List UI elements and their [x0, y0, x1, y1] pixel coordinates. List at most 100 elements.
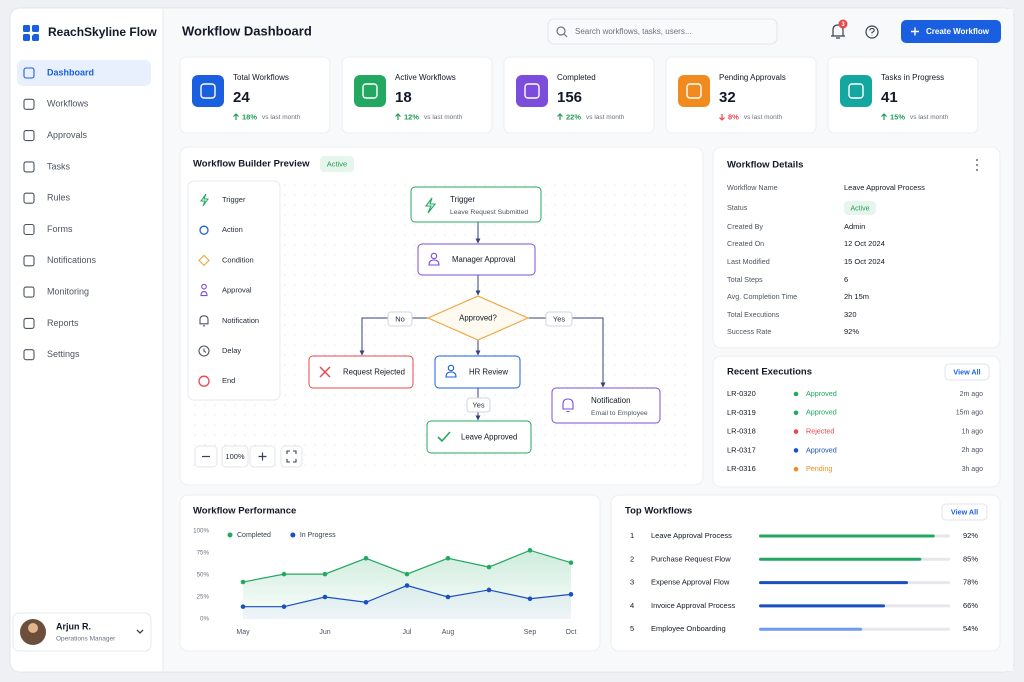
execution-time: 15m ago — [956, 410, 983, 417]
node-label: HR Review — [469, 368, 508, 377]
execution-status: Approved — [806, 389, 837, 398]
y-tick-label: 25% — [197, 594, 210, 601]
workflow-name: Invoice Approval Process — [651, 601, 735, 610]
stat-icon — [516, 75, 548, 107]
legend-swatch — [227, 532, 233, 538]
y-tick-label: 75% — [197, 550, 210, 557]
nav-icon — [23, 67, 35, 79]
trend-arrow — [233, 113, 239, 120]
chart-title: Workflow Performance — [193, 506, 296, 517]
nav-item[interactable]: Settings — [47, 349, 80, 359]
progress-bar — [759, 534, 935, 538]
more-dot — [976, 164, 978, 166]
progress-bar — [759, 604, 886, 608]
executions-title: Recent Executions — [727, 367, 812, 378]
stat-change: 22% — [566, 112, 581, 121]
create-button[interactable] — [901, 20, 1001, 43]
nav-item[interactable]: Dashboard — [47, 67, 94, 77]
nav-item[interactable]: Monitoring — [47, 286, 89, 296]
fit-screen[interactable] — [280, 445, 303, 468]
palette-item[interactable]: Action — [222, 225, 243, 234]
edge-label: Yes — [472, 400, 484, 409]
trend-arrow — [557, 113, 563, 120]
node-sub: Leave Request Submitted — [450, 209, 528, 216]
progress-bar — [759, 557, 922, 561]
notification-icon — [199, 315, 209, 327]
zoom-label: 100% — [225, 452, 245, 461]
status-dot — [793, 448, 799, 453]
search-box[interactable] — [547, 18, 778, 45]
nav-item[interactable]: Forms — [47, 224, 73, 234]
nav-item[interactable]: Tasks — [47, 161, 71, 171]
decision-node — [426, 295, 530, 341]
nav-item[interactable]: Reports — [47, 318, 79, 328]
progress-bar — [759, 581, 908, 585]
execution-time: 3h ago — [962, 466, 984, 473]
y-tick-label: 100% — [193, 528, 209, 535]
search-icon-handle — [563, 33, 568, 38]
plus-glyph — [258, 452, 267, 461]
execution-id: LR-0320 — [727, 389, 756, 398]
view-all-button[interactable] — [944, 363, 990, 381]
user-card — [12, 612, 152, 652]
execution-time: 1h ago — [962, 428, 984, 435]
x-tick-label: Jul — [403, 629, 412, 636]
node-label: Trigger — [450, 195, 475, 204]
node-icon — [424, 197, 437, 214]
stat-icon — [678, 75, 710, 107]
nav-item[interactable]: Workflows — [47, 99, 89, 109]
trigger-icon — [200, 193, 209, 207]
progress-bar — [759, 627, 863, 631]
palette-item[interactable]: Trigger — [222, 195, 246, 204]
execution-status: Rejected — [806, 427, 834, 436]
nav-item[interactable]: Notifications — [47, 255, 97, 265]
execution-time: 2m ago — [960, 391, 983, 398]
stat-change: 12% — [404, 112, 419, 121]
chevron[interactable] — [136, 629, 144, 634]
stat-label: Completed — [557, 73, 596, 82]
node-sub: Email to Employee — [591, 410, 648, 417]
rank: 1 — [630, 531, 634, 540]
stat-icon-glyph — [524, 83, 540, 99]
user-name: Arjun R. — [56, 621, 91, 631]
nav-item[interactable]: Rules — [47, 193, 71, 203]
search-icon — [556, 26, 566, 36]
rank: 4 — [630, 601, 634, 610]
execution-time: 2h ago — [962, 447, 984, 454]
nav-item[interactable]: Approvals — [47, 130, 88, 140]
avatar-face — [28, 623, 38, 633]
x-tick-label: May — [236, 629, 250, 636]
logo-block — [32, 34, 39, 41]
palette-item[interactable]: End — [222, 376, 235, 385]
execution-id: LR-0316 — [727, 464, 756, 473]
data-point — [322, 594, 328, 600]
legend-swatch — [290, 532, 296, 538]
data-point — [404, 583, 410, 588]
status-dot — [793, 391, 799, 397]
nav-icon — [23, 98, 35, 110]
view-all-button[interactable] — [941, 503, 988, 521]
palette-item[interactable]: Notification — [222, 316, 259, 325]
node-label: Manager Approval — [452, 255, 516, 264]
data-point — [363, 599, 369, 605]
node-label: Notification — [591, 396, 631, 405]
stat-icon-glyph — [362, 83, 378, 99]
detail-value: Active — [850, 205, 869, 212]
palette-item[interactable]: Condition — [222, 255, 254, 264]
x-tick-label: Oct — [566, 629, 577, 636]
help-icon — [865, 25, 879, 39]
stat-value: 18 — [395, 89, 412, 106]
palette-item[interactable]: Delay — [222, 346, 241, 355]
stat-value: 156 — [557, 89, 582, 106]
details-card — [712, 146, 1001, 349]
data-point — [445, 555, 451, 561]
view-all-label: View All — [953, 367, 980, 376]
bell-icon[interactable] — [831, 24, 845, 39]
palette-item[interactable]: Approval — [222, 286, 252, 295]
detail-value: 12 Oct 2024 — [844, 239, 885, 248]
status-badge — [844, 201, 876, 215]
stat-note: vs last month — [262, 114, 301, 121]
detail-label: Status — [727, 203, 748, 212]
